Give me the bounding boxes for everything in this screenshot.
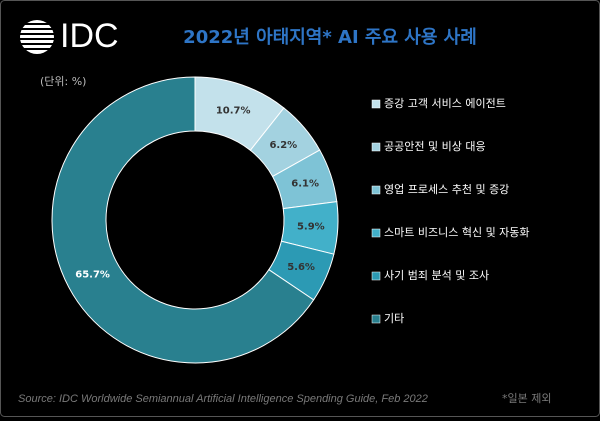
legend-swatch [371,271,381,281]
legend-label: 사기 범죄 분석 및 조사 [384,269,489,282]
note: *일본 제외 [502,391,551,405]
legend-swatch [371,314,381,324]
donut-slice [51,76,315,364]
source: Source: IDC Worldwide Semiannual Artific… [18,393,428,405]
legend-label: 기타 [384,312,404,325]
data-label: 65.7% [75,270,110,281]
legend-swatch [371,228,381,238]
legend-swatch [371,99,381,109]
data-label: 6.1% [291,179,319,190]
legend-label: 공공안전 및 비상 대응 [384,140,486,153]
data-label: 10.7% [216,105,251,116]
legend-label: 영업 프로세스 추천 및 증강 [384,182,509,196]
legend-swatch [371,142,381,152]
data-label: 6.2% [269,140,297,151]
data-label: 5.9% [297,222,325,233]
subtitle: (단위: %) [40,75,86,88]
legend-label: 증강 고객 서비스 에이전트 [384,97,506,110]
data-label: 5.6% [287,262,315,273]
chart-title: 2022년 아태지역* AI 주요 사용 사례 [183,27,477,48]
legend-swatch [371,185,381,195]
logo-text: IDC [60,17,119,55]
legend-label: 스마트 비즈니스 혁신 및 자동화 [384,226,530,239]
logo-globe [18,20,58,54]
